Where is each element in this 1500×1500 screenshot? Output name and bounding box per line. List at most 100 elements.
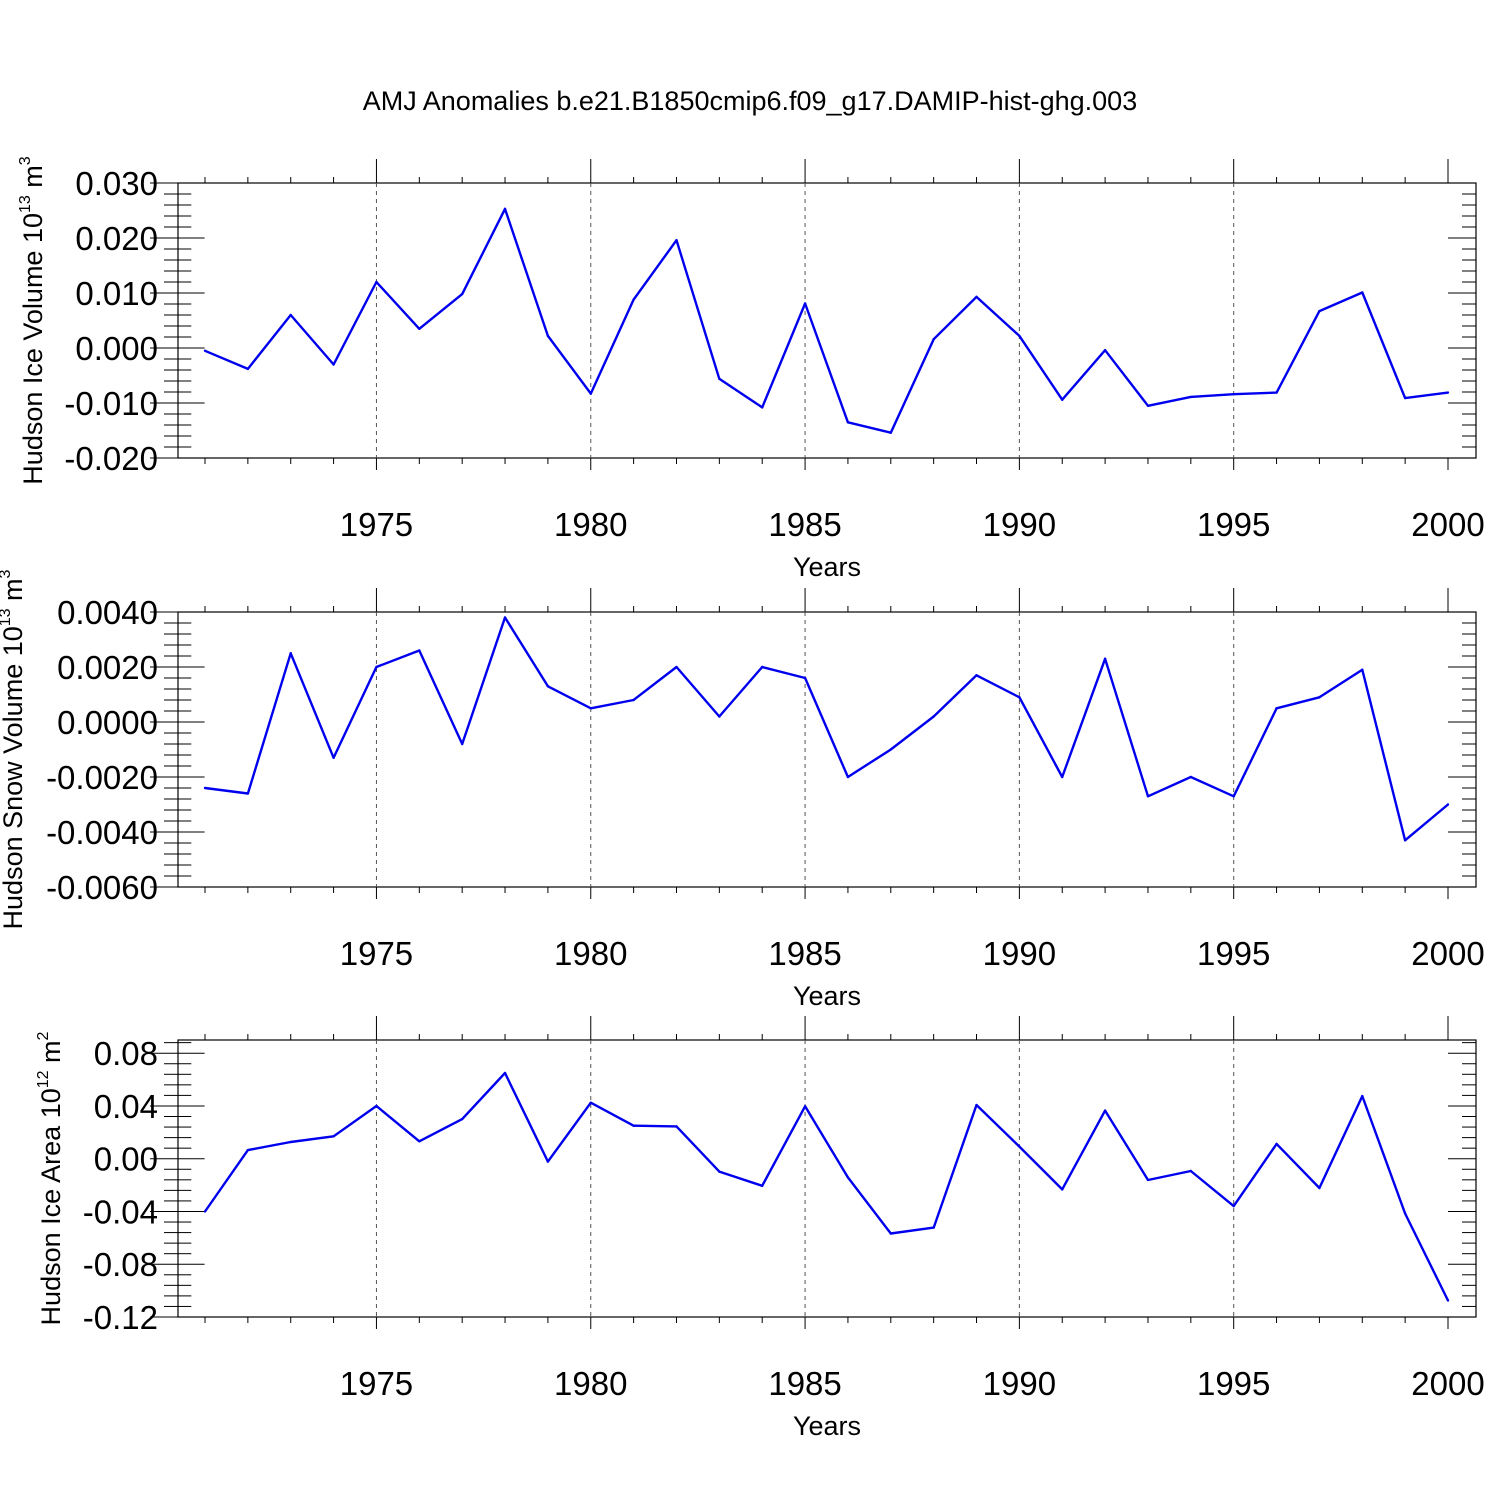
x-axis-label: Years [793, 981, 861, 1011]
data-point [889, 748, 892, 751]
data-point [932, 715, 935, 718]
y-axis-label: Hudson Ice Volume 1013 m3 [17, 156, 48, 484]
data-point [1318, 696, 1321, 699]
y-tick-label: 0.04 [94, 1088, 158, 1125]
data-point [289, 1140, 292, 1144]
data-point [1275, 1142, 1278, 1146]
y-tick-label: 0.010 [75, 275, 158, 312]
x-tick-label: 2000 [1411, 1365, 1484, 1402]
y-axis-label-unit: m [18, 165, 48, 195]
data-point [1318, 1186, 1321, 1190]
data-point [1446, 391, 1450, 394]
y-axis-label-exp: 12 [35, 1070, 52, 1088]
y-axis-label-exp: 13 [0, 608, 14, 626]
x-tick-label: 1985 [768, 506, 841, 543]
data-point [418, 327, 421, 330]
y-axis-label-exp: 13 [17, 195, 34, 213]
data-point [332, 363, 335, 366]
x-tick-label: 1990 [983, 506, 1056, 543]
data-point [975, 295, 978, 299]
data-point [846, 1176, 850, 1179]
y-axis-label-unit: m [36, 1040, 66, 1070]
y-tick-label: 0.0000 [57, 704, 158, 741]
x-tick-label: 1975 [340, 1365, 413, 1402]
data-point [1232, 795, 1235, 798]
x-tick-label: 1975 [340, 935, 413, 972]
y-axis-label-text: Hudson Ice Area 10 [36, 1088, 66, 1325]
data-point [246, 792, 250, 795]
data-point [1018, 696, 1021, 699]
x-tick-label: 1980 [554, 1365, 627, 1402]
y-axis-label-unit-exp: 2 [35, 1031, 52, 1040]
data-point [1318, 309, 1321, 313]
y-tick-label: -0.04 [83, 1193, 158, 1230]
data-point [1103, 1109, 1107, 1112]
data-point [375, 1104, 378, 1108]
data-point [889, 431, 892, 434]
y-tick-label: -0.0020 [46, 759, 158, 796]
data-point [1146, 795, 1150, 798]
x-tick-label: 1995 [1197, 935, 1270, 972]
data-point [503, 616, 507, 619]
y-tick-label: -0.08 [83, 1246, 158, 1283]
data-point [1275, 707, 1278, 710]
data-point [846, 421, 850, 424]
figure-title: AMJ Anomalies b.e21.B1850cmip6.f09_g17.D… [363, 86, 1137, 116]
x-tick-label: 1985 [768, 935, 841, 972]
x-axis-label: Years [793, 1411, 861, 1441]
data-point [1446, 803, 1450, 806]
data-point [589, 392, 592, 395]
x-tick-label: 1980 [554, 506, 627, 543]
data-point [1361, 1094, 1364, 1098]
data-point [1403, 1212, 1407, 1215]
y-tick-label: -0.12 [83, 1299, 158, 1336]
y-tick-label: 0.000 [75, 330, 158, 367]
x-tick-label: 2000 [1411, 506, 1484, 543]
x-tick-label: 1985 [768, 1365, 841, 1402]
data-point [632, 698, 635, 702]
y-axis-label-unit-exp: 3 [0, 569, 14, 578]
data-point [546, 1160, 550, 1163]
y-axis-label: Hudson Snow Volume 1013 m3 [0, 569, 28, 929]
x-tick-label: 2000 [1411, 935, 1484, 972]
data-point [589, 1101, 592, 1104]
data-point [1061, 775, 1064, 779]
data-point [1232, 393, 1235, 396]
data-point [375, 665, 378, 669]
x-tick-label: 1990 [983, 1365, 1056, 1402]
series-line [204, 1071, 1450, 1302]
data-point [1018, 334, 1021, 338]
data-point [1275, 391, 1278, 394]
x-axis-label: Years [793, 552, 861, 582]
data-point [1189, 775, 1193, 779]
data-point [289, 313, 292, 317]
data-point [1232, 1204, 1235, 1208]
plot-frame [177, 1039, 1477, 1318]
data-point [1189, 1169, 1193, 1173]
data-point [1403, 396, 1407, 400]
x-tick-label: 1975 [340, 506, 413, 543]
data-point [460, 742, 464, 746]
data-point [203, 349, 207, 352]
data-point [846, 775, 850, 779]
data-point [503, 207, 507, 211]
y-axis-label-unit-exp: 3 [17, 156, 34, 165]
data-point [1103, 657, 1107, 660]
data-point [889, 1232, 892, 1235]
y-tick-label: -0.020 [64, 440, 158, 477]
data-point [503, 1071, 507, 1075]
data-point [718, 377, 721, 380]
plot-frame [177, 611, 1477, 888]
panel-ice-volume: 1975 1980 1985 1990 1995 2000 Years -0.020 -0.01… [17, 156, 1485, 582]
data-point [203, 1210, 207, 1213]
data-point [289, 652, 292, 655]
data-point [761, 406, 764, 409]
y-axis-label-unit: m [0, 578, 28, 608]
data-point [1103, 349, 1107, 352]
data-point [460, 1117, 464, 1121]
data-point [1189, 395, 1193, 399]
data-point [460, 292, 464, 296]
data-point [675, 239, 678, 242]
y-tick-label: 0.020 [75, 220, 158, 257]
data-point [589, 707, 592, 710]
